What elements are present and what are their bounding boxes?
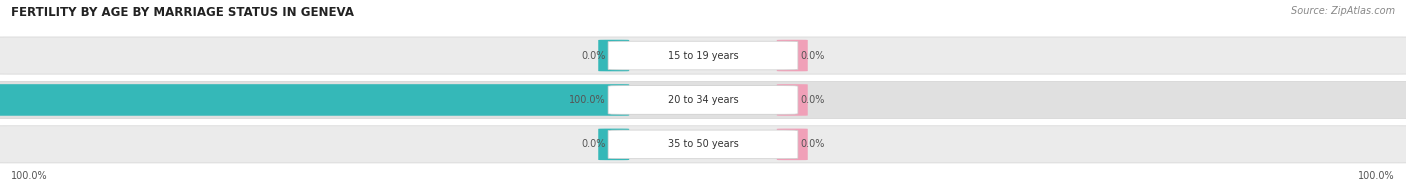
FancyBboxPatch shape [776,129,808,160]
Text: Source: ZipAtlas.com: Source: ZipAtlas.com [1291,6,1395,16]
FancyBboxPatch shape [599,40,630,71]
FancyBboxPatch shape [0,126,1406,163]
Text: 0.0%: 0.0% [581,139,606,149]
Text: 100.0%: 100.0% [568,95,606,105]
Text: 0.0%: 0.0% [581,51,606,61]
Text: FERTILITY BY AGE BY MARRIAGE STATUS IN GENEVA: FERTILITY BY AGE BY MARRIAGE STATUS IN G… [11,6,354,19]
Text: 20 to 34 years: 20 to 34 years [668,95,738,105]
Text: 100.0%: 100.0% [1358,171,1395,181]
FancyBboxPatch shape [609,86,799,114]
FancyBboxPatch shape [776,40,808,71]
FancyBboxPatch shape [0,84,630,116]
FancyBboxPatch shape [0,37,1406,74]
Text: 0.0%: 0.0% [801,95,825,105]
FancyBboxPatch shape [599,129,630,160]
Text: 35 to 50 years: 35 to 50 years [668,139,738,149]
Text: 0.0%: 0.0% [801,51,825,61]
FancyBboxPatch shape [609,130,799,159]
FancyBboxPatch shape [609,41,799,70]
FancyBboxPatch shape [776,84,808,116]
FancyBboxPatch shape [0,81,1406,119]
Text: 0.0%: 0.0% [801,139,825,149]
Text: 15 to 19 years: 15 to 19 years [668,51,738,61]
Text: 100.0%: 100.0% [11,171,48,181]
